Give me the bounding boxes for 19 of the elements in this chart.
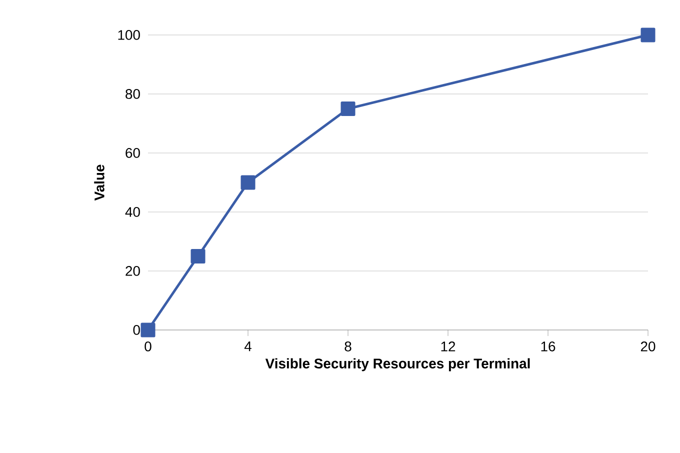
x-tick-label: 12	[441, 341, 456, 352]
y-axis-title: Value	[94, 164, 104, 201]
x-axis-title: Visible Security Resources per Terminal	[265, 358, 530, 372]
y-tick-label: 20	[126, 266, 140, 276]
point	[640, 28, 656, 42]
y-tick-label: 0	[133, 325, 140, 335]
point	[340, 101, 356, 116]
x-tick-label: 20	[640, 341, 656, 352]
y-tick-label: 40	[125, 207, 140, 217]
point	[240, 175, 256, 190]
x-tick-label: 8	[344, 341, 352, 352]
y-tick-label: 80	[126, 89, 140, 99]
point	[140, 322, 156, 338]
x-tick-label: 16	[541, 341, 556, 352]
point	[190, 248, 206, 264]
x-tick-label: 0	[144, 341, 152, 352]
y-tick-label: 100	[118, 30, 140, 40]
y-tick-label: 60	[126, 148, 140, 158]
x-tick-label: 4	[244, 342, 252, 352]
